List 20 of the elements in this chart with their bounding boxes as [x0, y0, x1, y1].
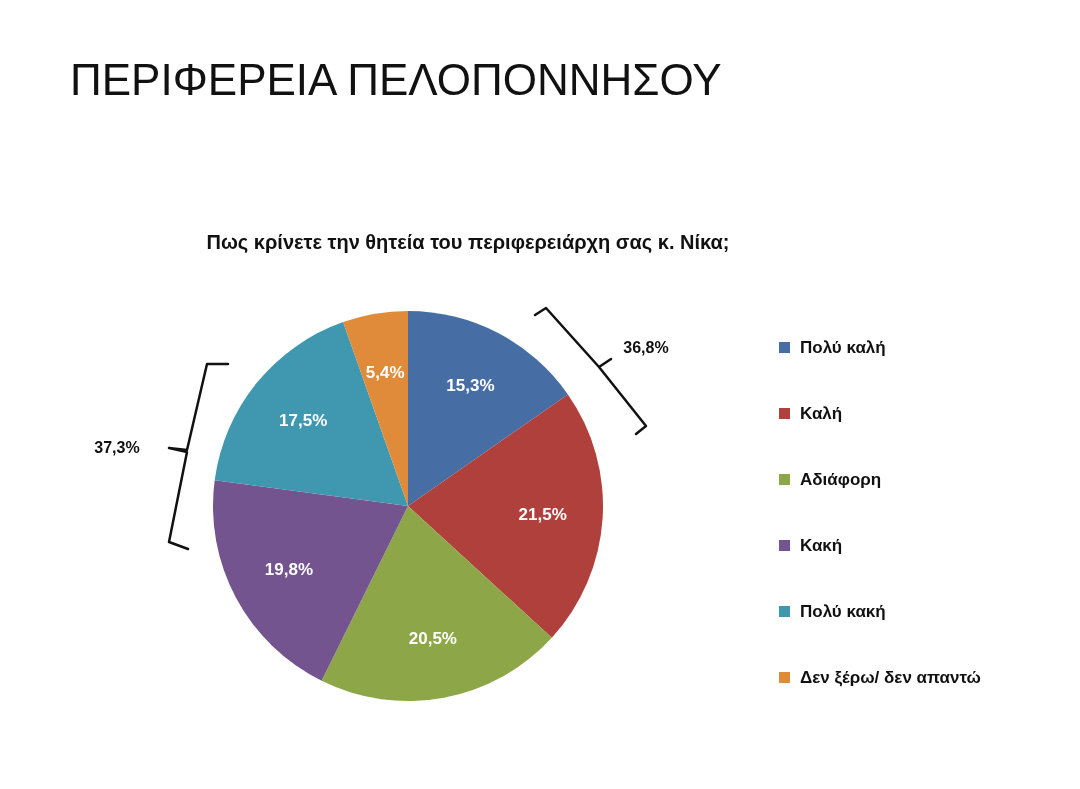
data-label: 17,5% [279, 410, 328, 430]
data-label: 15,3% [446, 376, 495, 396]
data-label: 5,4% [365, 362, 405, 382]
legend-label: Πολύ κακή [800, 601, 886, 621]
legend-label: Δεν ξέρω/ δεν απαντώ [800, 667, 981, 687]
text: 36,8% [623, 339, 669, 356]
text: 37,3% [94, 439, 140, 456]
pie-slice [214, 322, 408, 506]
pie-slice [213, 480, 408, 681]
legend-label: Πολύ καλή [800, 337, 886, 357]
legend-label: Καλή [800, 403, 843, 423]
data-label: 21,5% [518, 504, 567, 524]
data-label: 19,8% [264, 559, 313, 579]
pie-slice [343, 311, 408, 506]
legend-label: Αδιάφορη [800, 469, 882, 489]
chart-subtitle: Πως κρίνετε την θητεία του περιφερειάρχη σας κ. Νίκα; [206, 231, 730, 253]
legend-label: Κακή [800, 535, 843, 555]
chart-title: ΠΕΡΙΦΕΡΕΙΑ ΠΕΛΟΠΟΝΝΗΣΟΥ [70, 55, 722, 104]
pie-slice [408, 311, 568, 506]
data-label: 20,5% [408, 628, 457, 648]
